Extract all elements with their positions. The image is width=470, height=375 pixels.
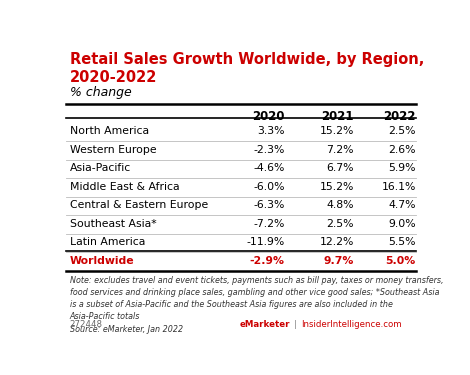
Text: 3.3%: 3.3% — [257, 126, 285, 136]
Text: 15.2%: 15.2% — [320, 126, 354, 136]
Text: -4.6%: -4.6% — [253, 164, 285, 173]
Text: 272448: 272448 — [70, 320, 102, 328]
Text: 9.0%: 9.0% — [388, 219, 415, 229]
Text: % change: % change — [70, 86, 132, 99]
Text: 2.6%: 2.6% — [388, 145, 415, 155]
Text: 2020: 2020 — [252, 110, 285, 123]
Text: 9.7%: 9.7% — [323, 256, 354, 266]
Text: -6.3%: -6.3% — [253, 200, 285, 210]
Text: 2022: 2022 — [383, 110, 415, 123]
Text: Southeast Asia*: Southeast Asia* — [70, 219, 157, 229]
Text: North America: North America — [70, 126, 149, 136]
Text: 7.2%: 7.2% — [326, 145, 354, 155]
Text: 15.2%: 15.2% — [320, 182, 354, 192]
Text: Latin America: Latin America — [70, 237, 145, 247]
Text: Western Europe: Western Europe — [70, 145, 157, 155]
Text: 5.0%: 5.0% — [385, 256, 415, 266]
Text: |: | — [294, 320, 297, 328]
Text: 16.1%: 16.1% — [381, 182, 415, 192]
Text: -6.0%: -6.0% — [253, 182, 285, 192]
Text: 4.7%: 4.7% — [388, 200, 415, 210]
Text: Retail Sales Growth Worldwide, by Region,
2020-2022: Retail Sales Growth Worldwide, by Region… — [70, 52, 424, 85]
Text: Central & Eastern Europe: Central & Eastern Europe — [70, 200, 208, 210]
Text: 12.2%: 12.2% — [320, 237, 354, 247]
Text: 5.9%: 5.9% — [388, 164, 415, 173]
Text: Worldwide: Worldwide — [70, 256, 134, 266]
Text: 6.7%: 6.7% — [326, 164, 354, 173]
Text: 5.5%: 5.5% — [388, 237, 415, 247]
Text: 2.5%: 2.5% — [326, 219, 354, 229]
Text: eMarketer: eMarketer — [240, 320, 290, 328]
Text: -7.2%: -7.2% — [253, 219, 285, 229]
Text: Asia-Pacific: Asia-Pacific — [70, 164, 131, 173]
Text: -2.3%: -2.3% — [253, 145, 285, 155]
Text: -11.9%: -11.9% — [246, 237, 285, 247]
Text: 2021: 2021 — [321, 110, 354, 123]
Text: InsiderIntelligence.com: InsiderIntelligence.com — [301, 320, 401, 328]
Text: 2.5%: 2.5% — [388, 126, 415, 136]
Text: 4.8%: 4.8% — [326, 200, 354, 210]
Text: Note: excludes travel and event tickets, payments such as bill pay, taxes or mon: Note: excludes travel and event tickets,… — [70, 276, 443, 334]
Text: Middle East & Africa: Middle East & Africa — [70, 182, 179, 192]
Text: -2.9%: -2.9% — [250, 256, 285, 266]
